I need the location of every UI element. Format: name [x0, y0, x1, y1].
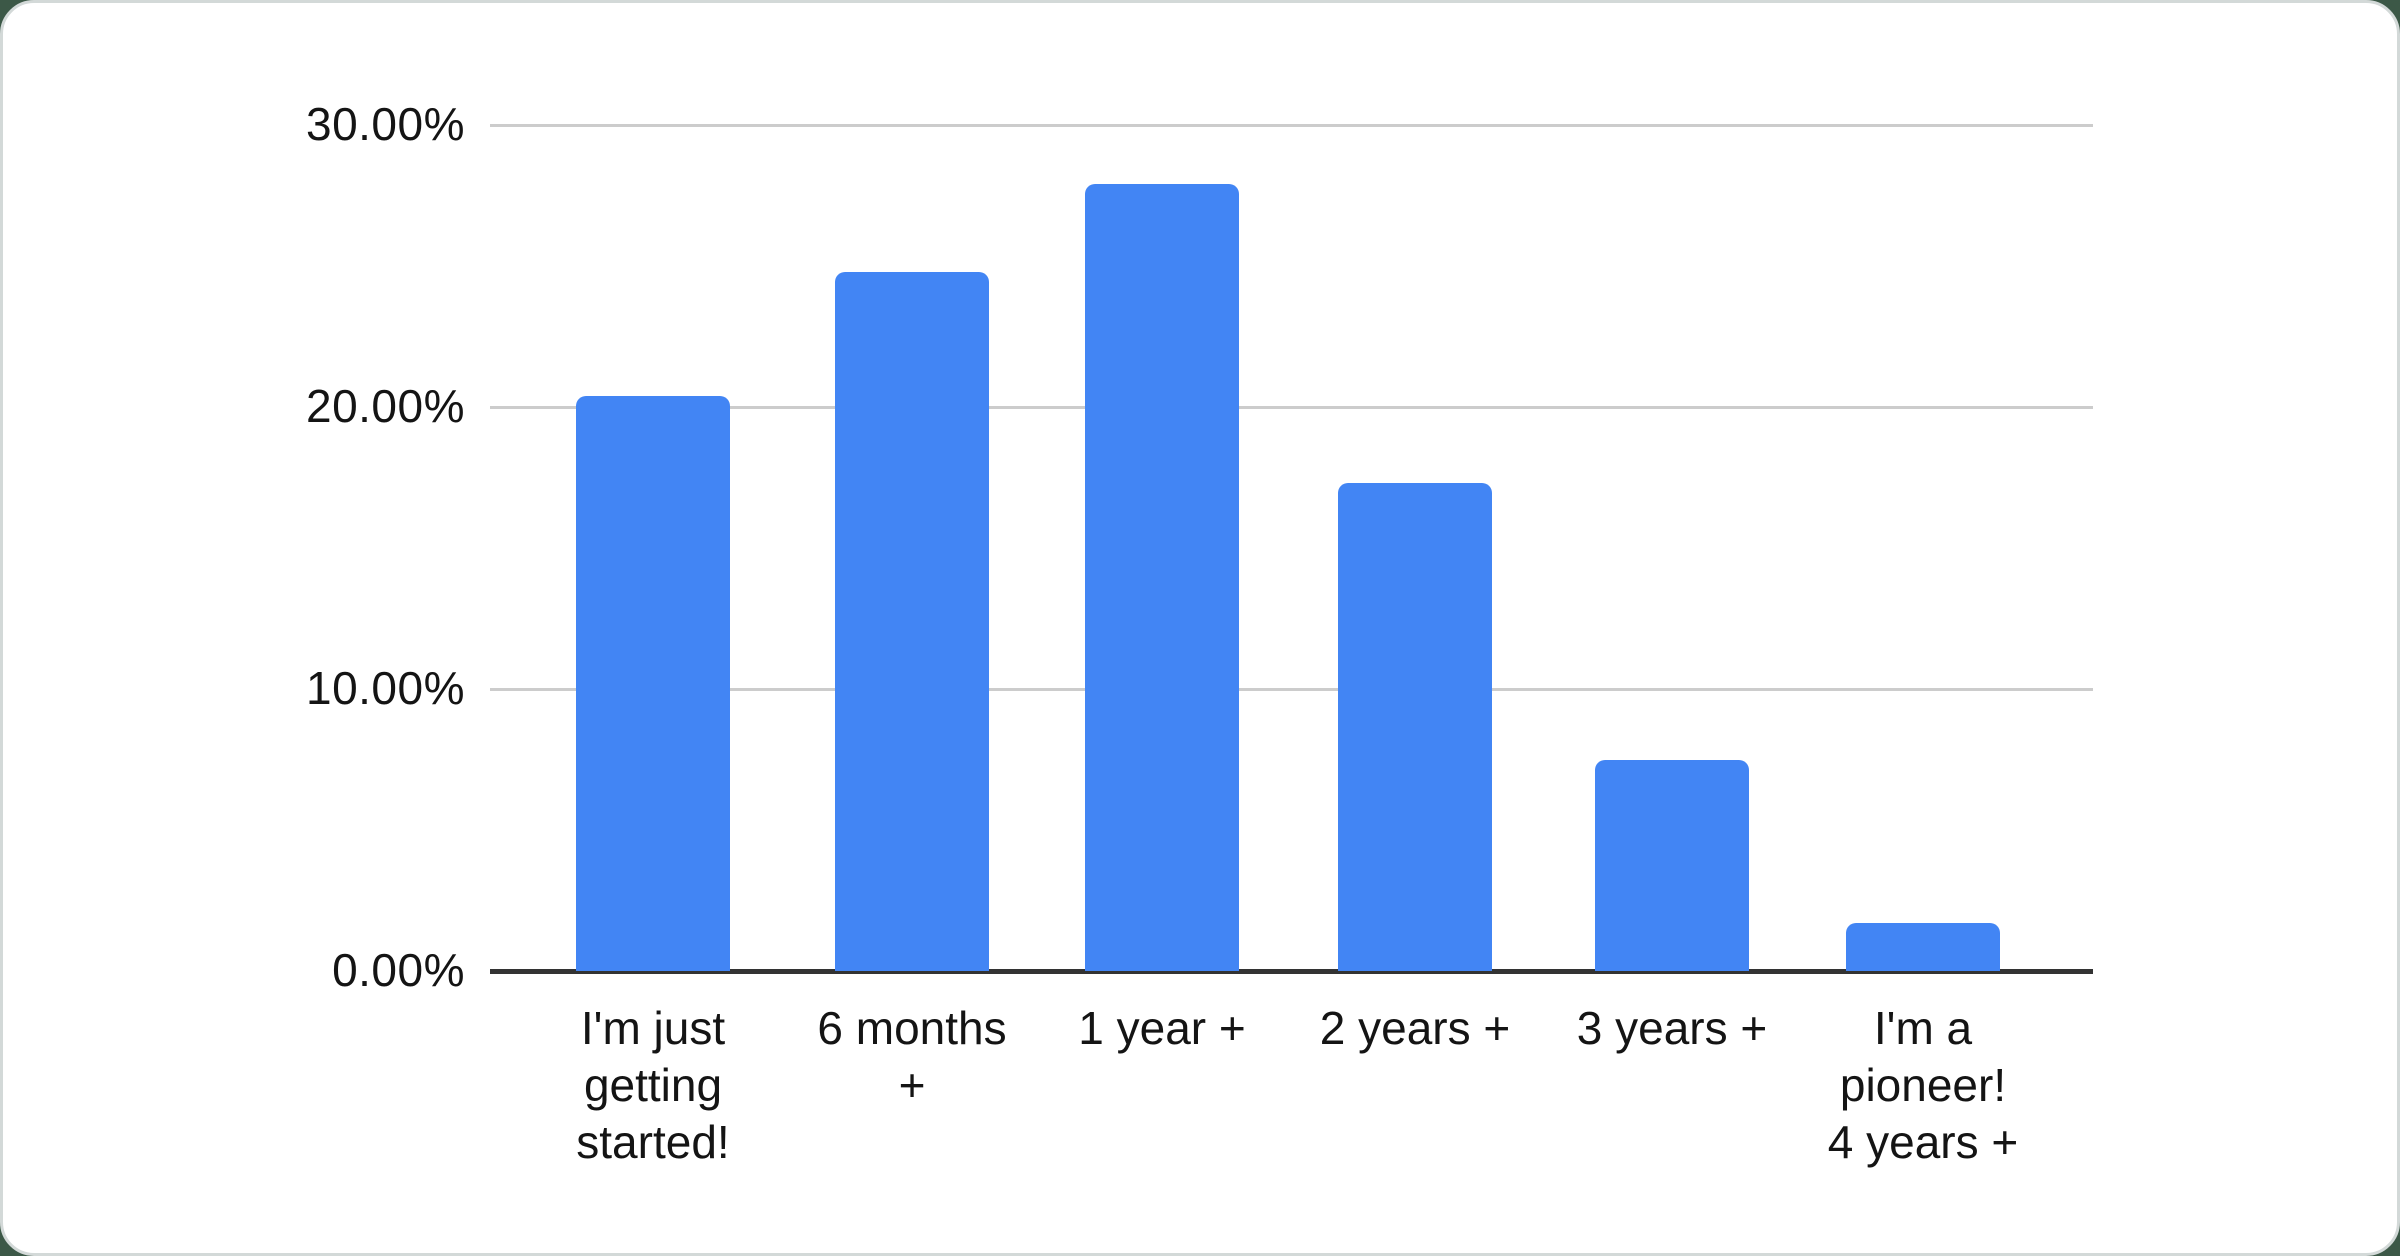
y-axis-tick-label: 30.00%: [305, 97, 465, 150]
x-axis-line: [490, 969, 2093, 974]
gridline: [490, 687, 2093, 691]
gridline: [490, 405, 2093, 409]
x-axis-category-label: 3 years +: [1576, 1002, 1768, 1054]
x-axis-category-label: 6 months +: [817, 1002, 1007, 1111]
x-axis-category-label: 1 year +: [1078, 1002, 1246, 1054]
bar: [1085, 184, 1239, 971]
x-axis-category-label: 2 years +: [1319, 1002, 1511, 1054]
y-axis-tick-label: 20.00%: [305, 379, 465, 432]
bar-chart: 0.00% 10.00% 20.00% 30.00% I'm just getting …: [3, 3, 2397, 1253]
x-axis-category-label: I'm just getting started!: [576, 1002, 730, 1168]
bar: [576, 395, 730, 971]
x-axis-category-label: I'm a pioneer! 4 years +: [1827, 1002, 2019, 1168]
bar: [1595, 759, 1749, 971]
bar: [1338, 483, 1492, 971]
y-axis-tick-label: 0.00%: [332, 943, 465, 996]
y-axis-tick-label: 10.00%: [305, 661, 465, 714]
gridline: [490, 123, 2093, 127]
bar: [835, 271, 989, 971]
bar: [1846, 923, 2000, 971]
